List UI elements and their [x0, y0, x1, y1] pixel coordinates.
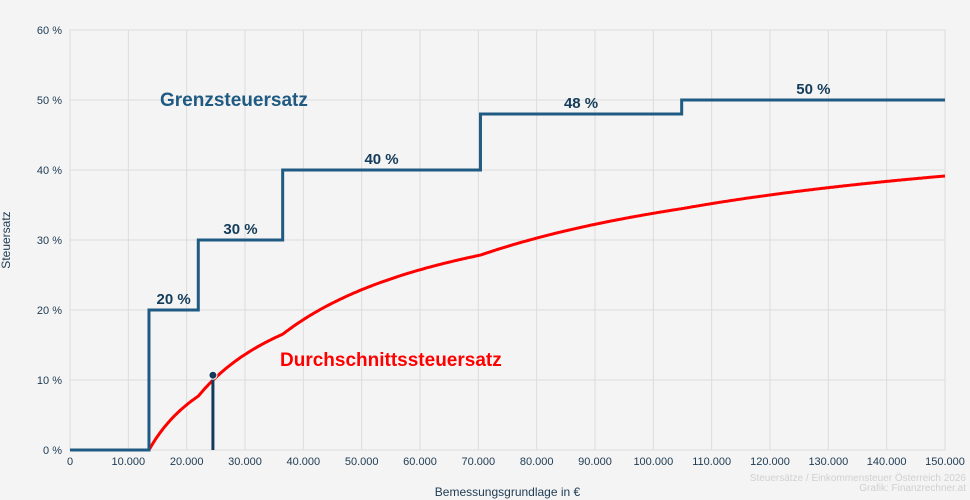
- watermark-line-2: Grafik: Finanzrechner.at: [859, 483, 966, 494]
- x-tick-label: 30.000: [228, 456, 262, 468]
- series-label-durchschnittssteuersatz: Durchschnittssteuersatz: [280, 350, 502, 371]
- marginal-rate-line: [70, 98, 945, 452]
- x-tick-label: 60.000: [403, 456, 437, 468]
- x-tick-label: 120.000: [750, 456, 790, 468]
- x-tick-label: 10.000: [112, 456, 146, 468]
- x-tick-label: 150.000: [925, 456, 965, 468]
- x-tick-label: 140.000: [867, 456, 907, 468]
- y-tick-label: 0 %: [43, 445, 62, 457]
- y-tick-label: 60 %: [37, 25, 62, 37]
- x-tick-label: 110.000: [692, 456, 731, 468]
- x-tick-label: 90.000: [578, 456, 612, 468]
- watermark: Steuersätze / Einkommensteuer Österreich…: [750, 474, 966, 494]
- series-label-grenzsteuersatz: Grenzsteuersatz: [160, 90, 308, 111]
- step-label: 40 %: [364, 151, 398, 168]
- step-label: 48 %: [564, 95, 598, 112]
- y-tick-label: 50 %: [37, 95, 62, 107]
- x-tick-label: 130.000: [808, 456, 848, 468]
- step-label: 50 %: [796, 81, 830, 98]
- x-tick-label: 40.000: [287, 456, 321, 468]
- y-tick-label: 20 %: [37, 305, 62, 317]
- x-tick-label: 80.000: [520, 456, 554, 468]
- y-tick-label: 10 %: [37, 375, 62, 387]
- y-axis-label: Steuersatz: [0, 211, 13, 268]
- step-label: 30 %: [223, 221, 257, 238]
- x-tick-label: 50.000: [345, 456, 379, 468]
- x-tick-label: 0: [67, 456, 73, 468]
- watermark-line-1: Steuersätze / Einkommensteuer Österreich…: [749, 473, 966, 484]
- y-tick-label: 40 %: [37, 165, 62, 177]
- x-axis-label: Bemessungsgrundlage in €: [435, 485, 581, 499]
- x-tick-label: 100.000: [633, 456, 673, 468]
- step-label: 20 %: [157, 291, 191, 308]
- x-tick-label: 70.000: [462, 456, 496, 468]
- x-tick-label: 20.000: [170, 456, 204, 468]
- y-tick-label: 30 %: [37, 235, 62, 247]
- marker-point: [208, 370, 218, 380]
